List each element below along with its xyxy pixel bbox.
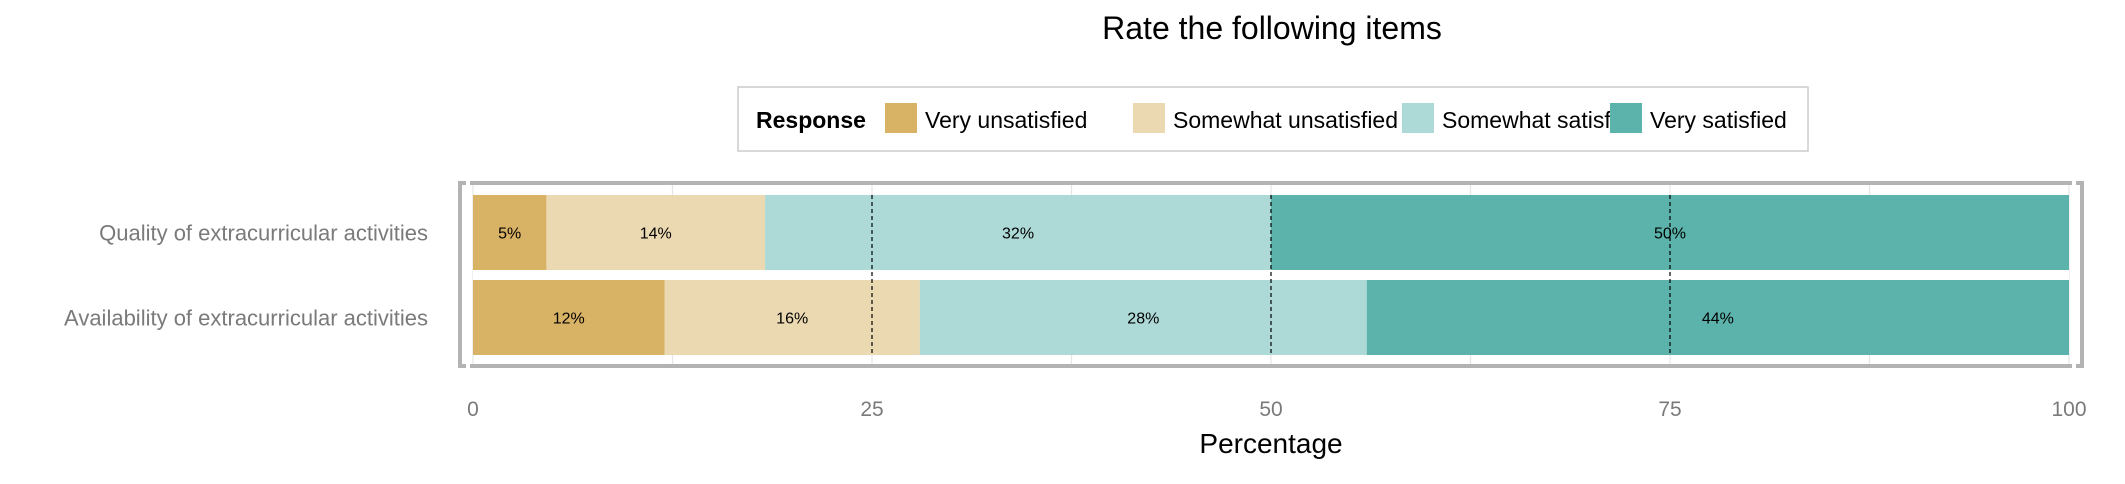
x-tick-label: 75 <box>1658 398 1681 421</box>
x-tick-label: 100 <box>2051 398 2086 421</box>
bar-segment <box>473 280 665 355</box>
plot-area: 5% 14% 32% 50% 12% 16% 28% 44% <box>458 180 2084 369</box>
legend-swatch <box>1610 103 1642 133</box>
bar-segment <box>765 195 1271 270</box>
bar-segment <box>473 195 547 270</box>
bar-value-label: 44% <box>1702 311 1734 328</box>
x-tick-label: 50 <box>1259 398 1282 421</box>
legend-swatch <box>885 103 917 133</box>
panel-border <box>458 181 2084 368</box>
bar-value-label: 32% <box>1002 226 1034 243</box>
panel-border-notch <box>2072 180 2076 186</box>
legend-label: Very unsatisfied <box>925 107 1087 133</box>
legend: Response Very unsatisfied Somewhat unsati… <box>737 86 1809 152</box>
panel-border-notch <box>466 180 470 186</box>
chart-title: Rate the following items <box>1102 10 1442 46</box>
bar-value-label: 28% <box>1127 311 1159 328</box>
legend-swatch <box>1402 103 1434 133</box>
legend-swatch <box>1133 103 1165 133</box>
bar-value-label: 12% <box>553 311 585 328</box>
x-tick-label: 0 <box>467 398 479 421</box>
bar-value-label: 16% <box>776 311 808 328</box>
panel-border-notch <box>2072 363 2076 369</box>
bar-segment <box>1366 280 2069 355</box>
legend-label: Very satisfied <box>1650 107 1787 133</box>
panel-border-notch <box>466 363 470 369</box>
x-axis-title: Percentage <box>1199 428 1342 459</box>
x-tick-label: 25 <box>860 398 883 421</box>
category-label: Quality of extracurricular activities <box>99 221 428 246</box>
bar-value-label: 14% <box>640 226 672 243</box>
legend-title: Response <box>756 107 866 133</box>
legend-label: Somewhat satisfied <box>1442 107 1641 133</box>
bar-segment <box>919 280 1367 355</box>
bar-segment <box>546 195 766 270</box>
bar-value-label: 5% <box>498 226 521 243</box>
category-label: Availability of extracurricular activiti… <box>64 306 428 331</box>
legend-label: Somewhat unsatisfied <box>1173 107 1398 133</box>
bar-segment <box>664 280 920 355</box>
bar-value-label: 50% <box>1654 226 1686 243</box>
